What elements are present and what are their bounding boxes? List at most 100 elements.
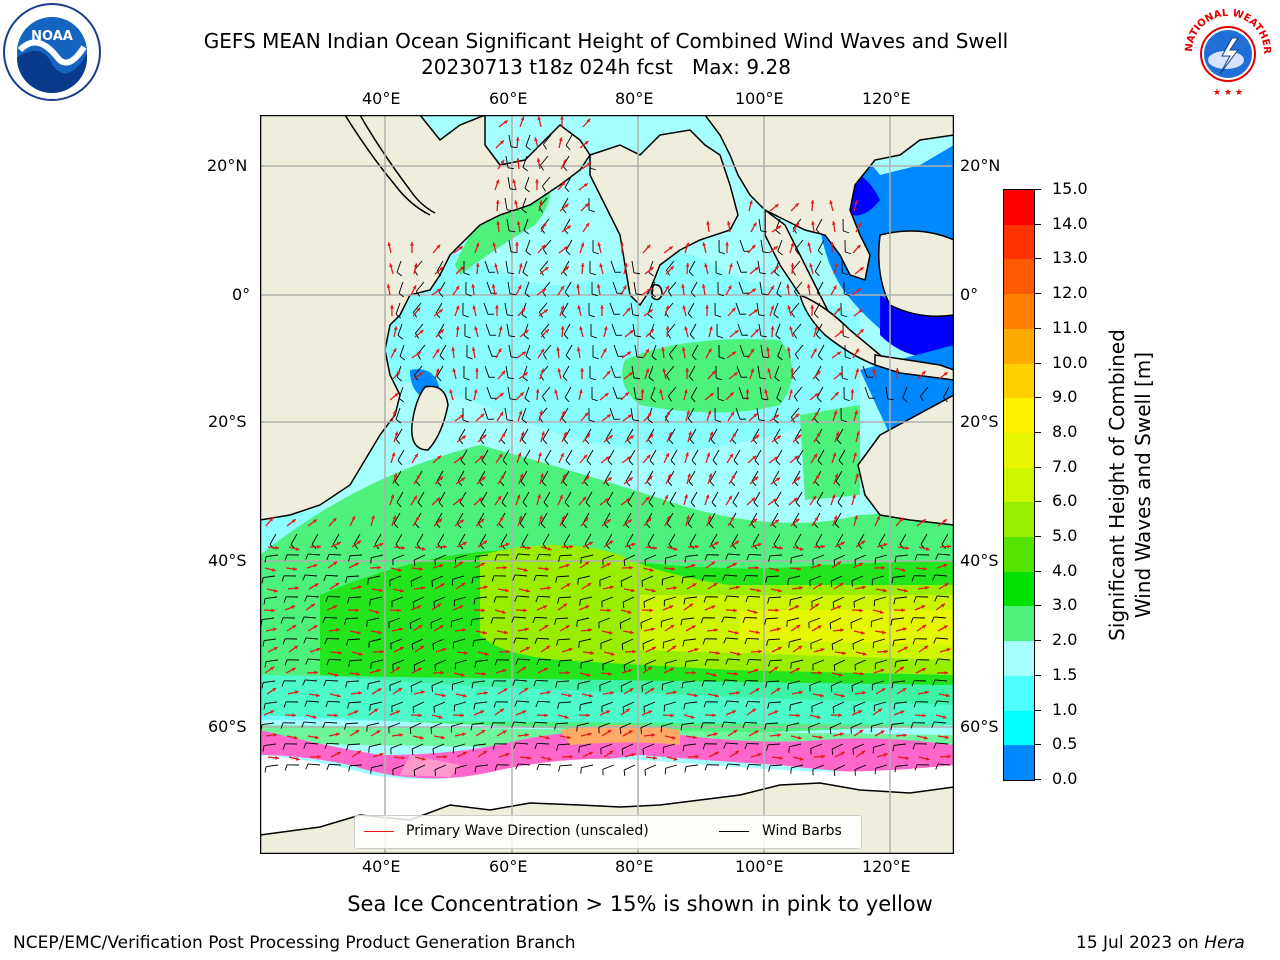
wave-direction-arrowhead (840, 751, 845, 756)
wave-direction-arrowhead (856, 431, 860, 436)
wave-direction-arrowhead (884, 649, 888, 654)
wind-barb-flag (853, 601, 855, 608)
wave-direction-arrowhead (767, 368, 772, 373)
wind-barb-flag (369, 704, 371, 711)
lat-tick-right-60s: 60°S (960, 717, 999, 736)
wave-direction-arrowhead (921, 519, 926, 524)
wave-direction-arrowhead (588, 751, 593, 756)
wind-barb-flag (561, 523, 567, 529)
wind-barb-flag (434, 769, 436, 776)
wind-barb-flag (261, 682, 264, 689)
wave-direction-arrowhead (609, 585, 614, 590)
wind-barb-staff (484, 260, 490, 273)
wave-direction-arrowhead (653, 546, 657, 550)
wave-direction-arrowhead (631, 542, 636, 547)
wave-direction-arrowhead (273, 588, 278, 593)
wind-barb-staff (412, 701, 425, 708)
wind-barb-staff (788, 680, 801, 685)
wind-barb-flag (283, 701, 287, 708)
wave-direction-arrowhead (440, 583, 445, 587)
wave-direction-arrowhead (587, 732, 592, 737)
wind-barb-flag (511, 721, 515, 728)
wave-direction-arrowhead (630, 630, 634, 635)
wind-barb-flag (394, 481, 400, 487)
colorbar-tick-label: 1.0 (1052, 699, 1078, 719)
wind-barb-staff (558, 596, 572, 599)
wind-barb-staff (269, 533, 277, 545)
wind-barb-staff (853, 596, 866, 603)
wave-direction-arrowhead (604, 393, 609, 397)
wind-barb-staff (646, 470, 654, 482)
wind-barb-flag (666, 333, 671, 339)
wind-barb-flag (683, 598, 686, 605)
wind-barb-flag (533, 575, 537, 582)
wind-barb-flag (473, 703, 476, 710)
wind-barb-staff (557, 743, 571, 746)
wave-direction-arrowhead (608, 630, 613, 635)
wind-barb-staff (349, 659, 363, 662)
wave-direction-arrowhead (685, 263, 690, 267)
wind-barb-flag (644, 664, 646, 671)
wave-direction-arrowhead (607, 477, 612, 482)
wave-direction-arrowhead (538, 200, 543, 205)
wave-direction-arrowhead (671, 735, 676, 740)
wind-barb-flag (514, 700, 518, 707)
wind-barb-staff (941, 533, 949, 545)
wind-barb-flag (490, 722, 494, 729)
wind-barb-flag (843, 230, 850, 234)
wind-barb-staff (683, 680, 696, 683)
wind-barb-staff (394, 470, 402, 482)
wave-direction-arrowhead (606, 710, 611, 714)
wind-barb-staff (505, 260, 509, 273)
wave-direction-arrowhead (272, 687, 277, 692)
wind-barb-flag (767, 597, 770, 604)
wave-direction-arrowhead (609, 540, 614, 545)
wave-direction-arrowhead (460, 519, 465, 524)
wind-barb-flag (794, 248, 799, 255)
wind-barb-flag (541, 291, 546, 297)
wave-direction-arrowhead (334, 672, 339, 677)
wave-direction-arrowhead (585, 222, 590, 227)
wave-direction-arrowhead (418, 625, 423, 629)
wave-direction-arrowhead (492, 242, 497, 247)
wind-barb-staff (894, 743, 907, 746)
wave-direction-arrowhead (421, 757, 426, 761)
wind-barb-staff (791, 554, 804, 559)
wave-direction-arrowhead (391, 452, 396, 457)
wave-direction-arrowhead (735, 750, 740, 755)
wind-barb-staff (738, 386, 744, 399)
wind-barb-staff (411, 638, 424, 645)
wind-barb-staff (895, 701, 908, 704)
wave-direction-arrowhead (795, 667, 800, 672)
wind-barb-staff (793, 281, 803, 292)
wind-barb-flag (933, 742, 937, 749)
wind-barb-flag (753, 502, 759, 508)
wind-barb-staff (451, 617, 464, 622)
wind-barb-flag (760, 230, 767, 233)
wind-barb-flag (731, 439, 737, 445)
wind-barb-staff (710, 533, 718, 545)
wave-direction-arrowhead (387, 242, 392, 247)
wave-direction-arrowhead (525, 733, 529, 737)
wind-barb-staff (522, 260, 528, 273)
wind-barb-staff (894, 638, 907, 641)
wind-barb-flag (911, 575, 915, 582)
wind-barb-staff (540, 512, 548, 524)
wind-barb-flag (348, 660, 351, 667)
wind-barb-staff (369, 743, 382, 748)
wind-barb-flag (665, 375, 670, 381)
wind-barb-flag (466, 356, 473, 360)
wind-barb-flag (348, 765, 351, 772)
wave-direction-arrowhead (522, 710, 527, 714)
wave-direction-arrowhead (834, 392, 839, 396)
wind-barb-staff (409, 722, 422, 729)
wave-direction-arrowhead (777, 588, 782, 593)
wave-direction-arrowhead (397, 608, 401, 613)
wave-direction-arrowhead (839, 330, 844, 334)
wind-barb-staff (935, 679, 948, 682)
wave-direction-arrowhead (481, 730, 486, 734)
wind-barb-staff (685, 596, 698, 599)
wave-direction-arrowhead (317, 544, 321, 549)
wave-direction-arrowhead (273, 646, 278, 651)
wind-barb-staff (686, 554, 699, 557)
